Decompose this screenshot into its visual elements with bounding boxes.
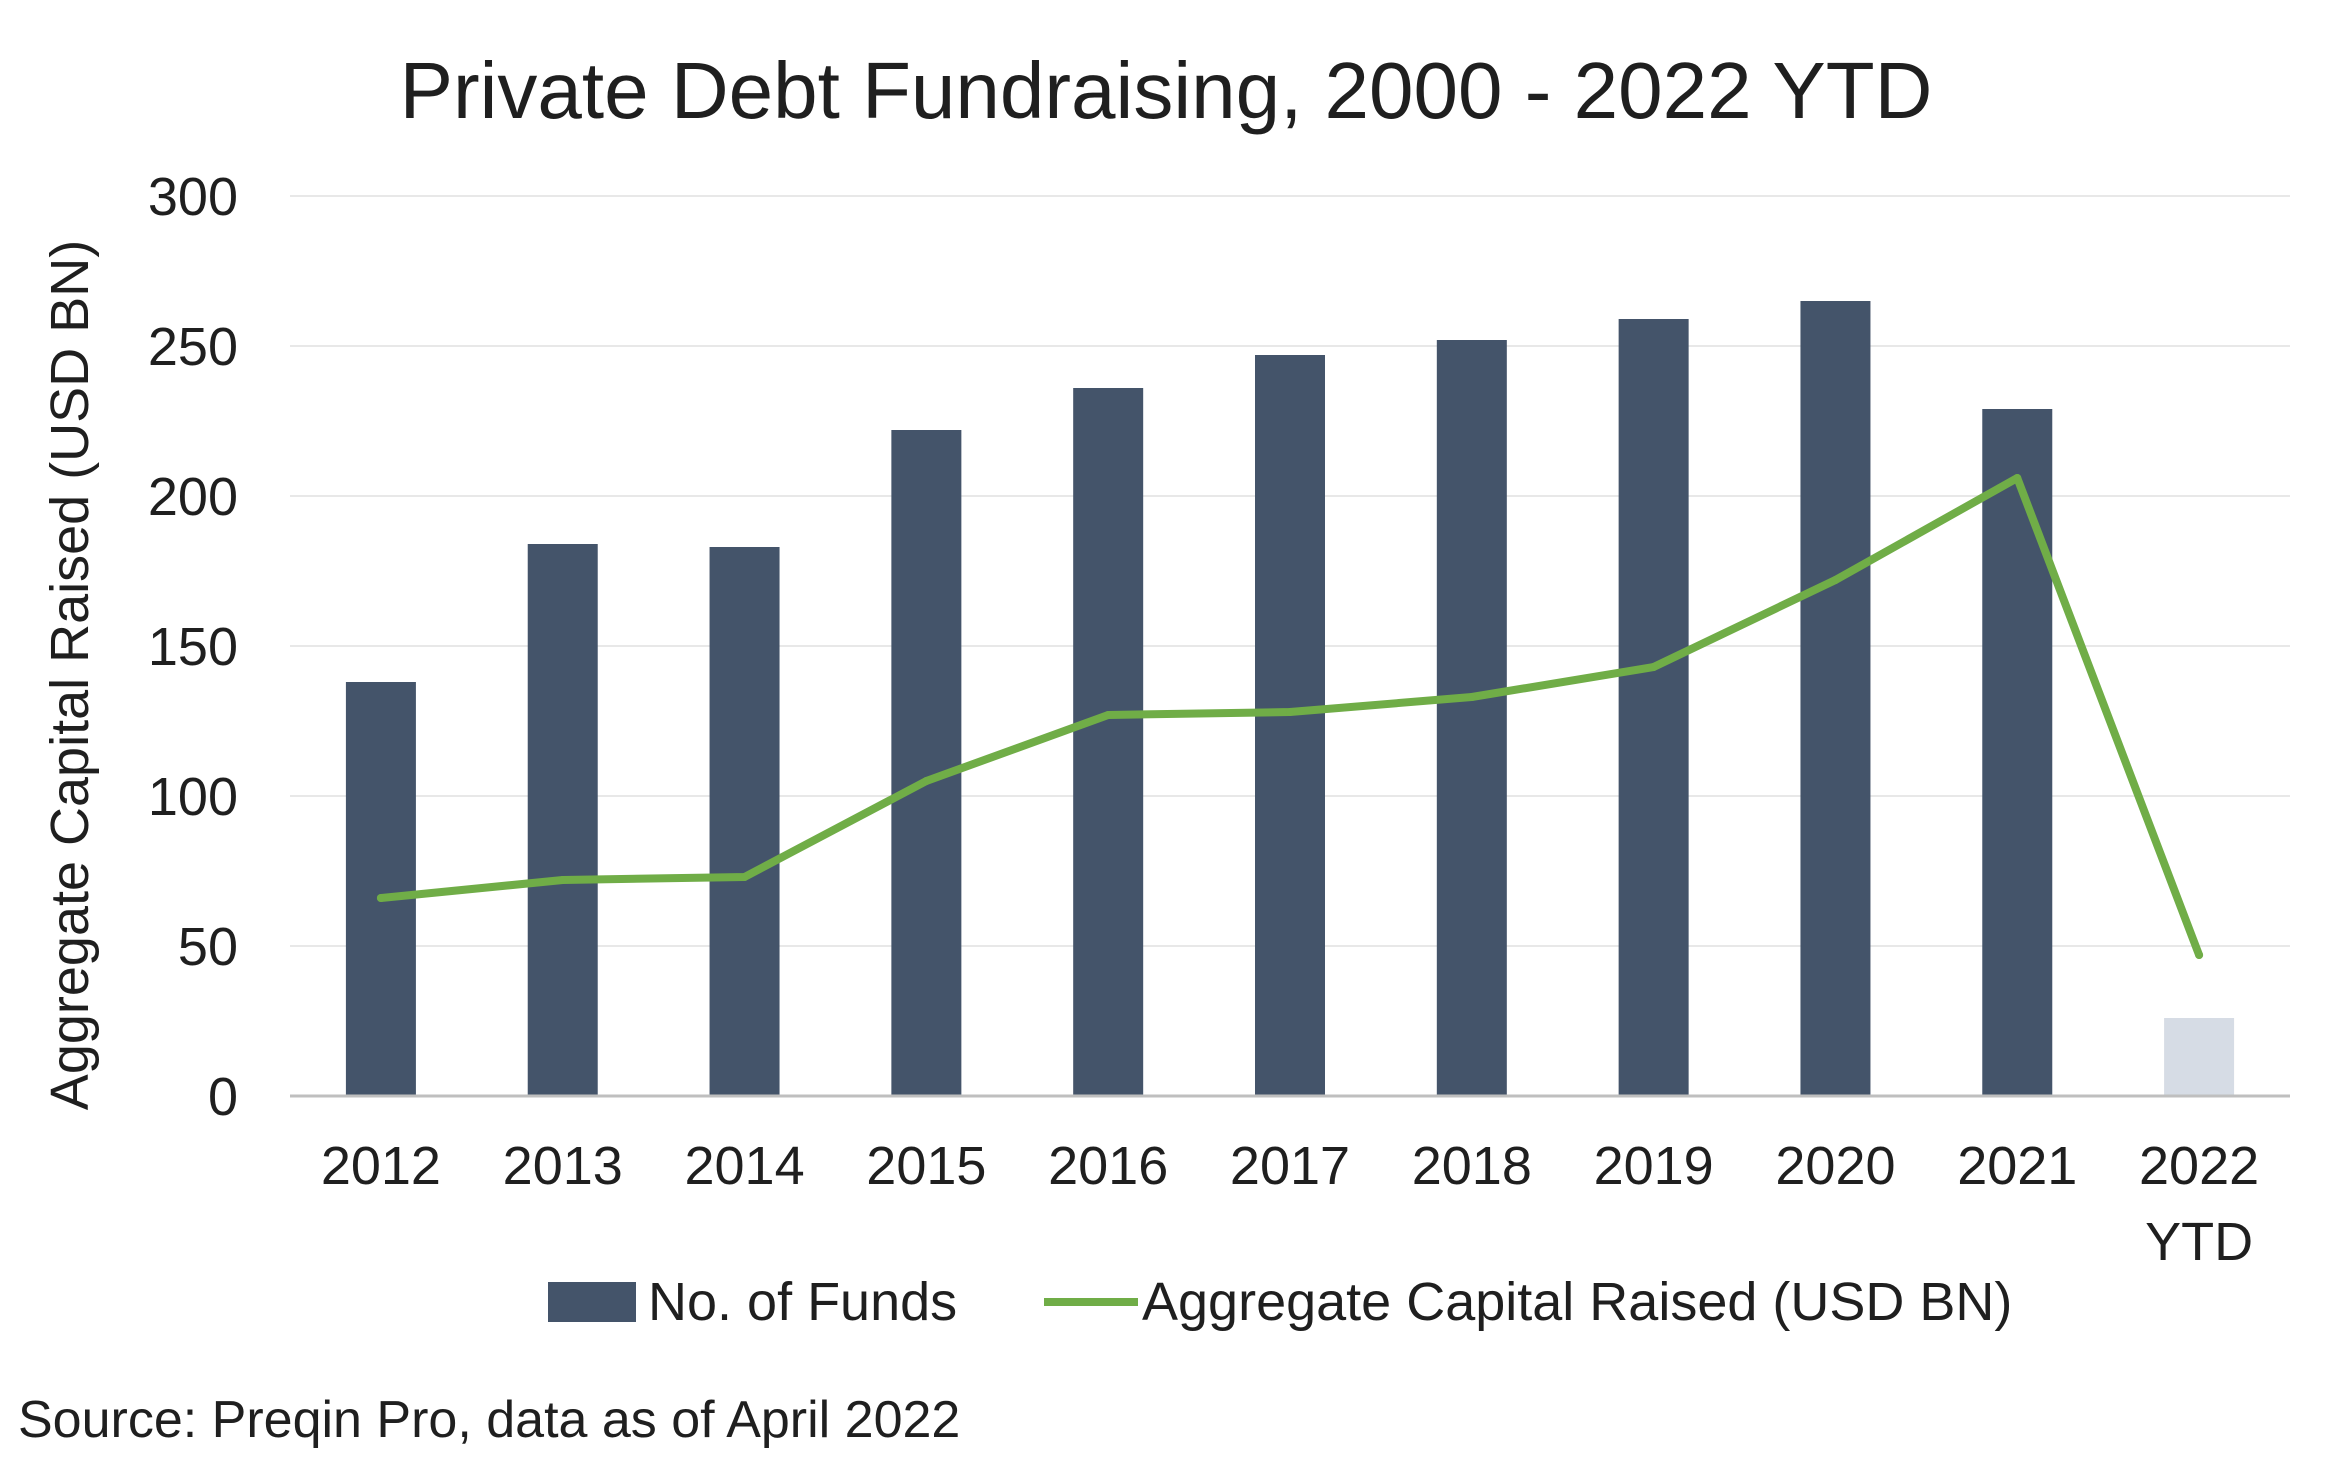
y-tick-label: 250 — [148, 317, 238, 377]
bar — [2164, 1018, 2235, 1096]
x-tick-label: YTD — [2145, 1212, 2253, 1272]
line-point — [740, 873, 749, 881]
x-tick-label: 2012 — [321, 1136, 441, 1196]
x-tick-label: 2019 — [1594, 1136, 1714, 1196]
x-tick-label: 2016 — [1048, 1136, 1168, 1196]
y-tick-label: 50 — [178, 917, 238, 977]
x-tick-label: 2020 — [1775, 1136, 1895, 1196]
chart-title: Private Debt Fundraising, 2000 - 2022 YT… — [400, 46, 1933, 135]
bar — [709, 547, 780, 1096]
line-point — [376, 894, 385, 902]
legend-label-line: Aggregate Capital Raised (USD BN) — [1142, 1272, 2012, 1332]
y-tick-label: 150 — [148, 617, 238, 677]
line-point — [1831, 576, 1840, 584]
line-point — [1467, 693, 1476, 701]
x-tick-label: 2013 — [503, 1136, 623, 1196]
x-tick-label: 2015 — [866, 1136, 986, 1196]
axes: 0 50 100 150 200 250 300 2012 2013 2014 2015 2016 20… — [148, 167, 2290, 1272]
bar — [1255, 355, 1325, 1096]
x-tick-label: 2017 — [1230, 1136, 1350, 1196]
legend-label-bars: No. of Funds — [648, 1272, 957, 1332]
bar — [1436, 340, 1507, 1096]
bar — [1618, 319, 1689, 1096]
line-point — [2195, 951, 2204, 959]
line-point — [2013, 474, 2022, 482]
line-series — [376, 474, 2204, 959]
line-point — [558, 876, 567, 884]
bar — [527, 544, 598, 1096]
x-tick-label: 2018 — [1412, 1136, 1532, 1196]
line-point — [1286, 708, 1294, 716]
y-tick-label: 100 — [148, 767, 238, 827]
x-tick-label: 2022 — [2139, 1136, 2259, 1196]
x-tick-label: 2021 — [1957, 1136, 2077, 1196]
bar — [1982, 409, 2053, 1096]
x-tick-label: 2014 — [684, 1136, 804, 1196]
legend-swatch-bars — [548, 1282, 636, 1322]
bar — [1073, 388, 1144, 1096]
bar — [345, 682, 416, 1096]
source-note: Source: Preqin Pro, data as of April 202… — [18, 1391, 960, 1449]
y-tick-label: 0 — [208, 1067, 238, 1127]
y-tick-label: 200 — [148, 467, 238, 527]
bar — [891, 430, 962, 1096]
legend: No. of Funds Aggregate Capital Raised (U… — [548, 1272, 2012, 1332]
bar — [1800, 301, 1871, 1096]
y-axis-title: Aggregate Capital Raised (USD BN) — [40, 240, 100, 1110]
y-tick-label: 300 — [148, 167, 238, 227]
line-point — [1104, 711, 1113, 719]
line-point — [1649, 663, 1658, 671]
bar-series — [345, 301, 2235, 1096]
line-point — [922, 777, 931, 785]
